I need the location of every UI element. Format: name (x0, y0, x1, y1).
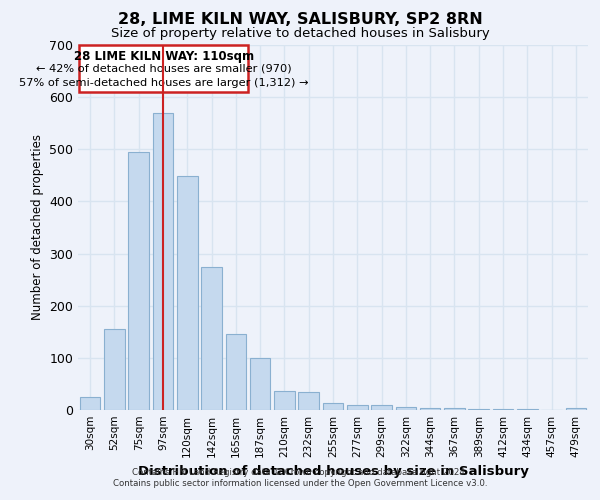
Bar (201, 266, 222, 410)
Bar (469, 409, 489, 410)
Bar (323, 402, 343, 410)
Text: Contains HM Land Registry data © Crown copyright and database right 2024.
Contai: Contains HM Land Registry data © Crown c… (113, 468, 487, 487)
Y-axis label: Number of detached properties: Number of detached properties (31, 134, 44, 320)
Bar (371, 406, 392, 410)
Text: Distribution of detached houses by size in Salisbury: Distribution of detached houses by size … (137, 465, 529, 478)
FancyBboxPatch shape (79, 45, 248, 92)
Text: ← 42% of detached houses are smaller (970): ← 42% of detached houses are smaller (97… (36, 64, 292, 74)
Bar (395, 408, 416, 410)
Bar (152, 113, 173, 410)
Text: 28, LIME KILN WAY, SALISBURY, SP2 8RN: 28, LIME KILN WAY, SALISBURY, SP2 8RN (118, 12, 482, 28)
Bar (347, 405, 368, 410)
Bar (104, 329, 125, 410)
Bar (444, 408, 465, 410)
Bar (250, 358, 271, 410)
Bar (80, 397, 100, 410)
Bar (226, 334, 246, 410)
Bar (566, 408, 586, 410)
Bar (274, 390, 295, 410)
Bar (420, 408, 440, 410)
Text: 57% of semi-detached houses are larger (1,312) →: 57% of semi-detached houses are larger (… (19, 78, 308, 88)
Text: Size of property relative to detached houses in Salisbury: Size of property relative to detached ho… (110, 28, 490, 40)
Bar (298, 392, 319, 410)
Text: 28 LIME KILN WAY: 110sqm: 28 LIME KILN WAY: 110sqm (74, 50, 254, 62)
Bar (177, 176, 197, 410)
Bar (128, 152, 149, 410)
